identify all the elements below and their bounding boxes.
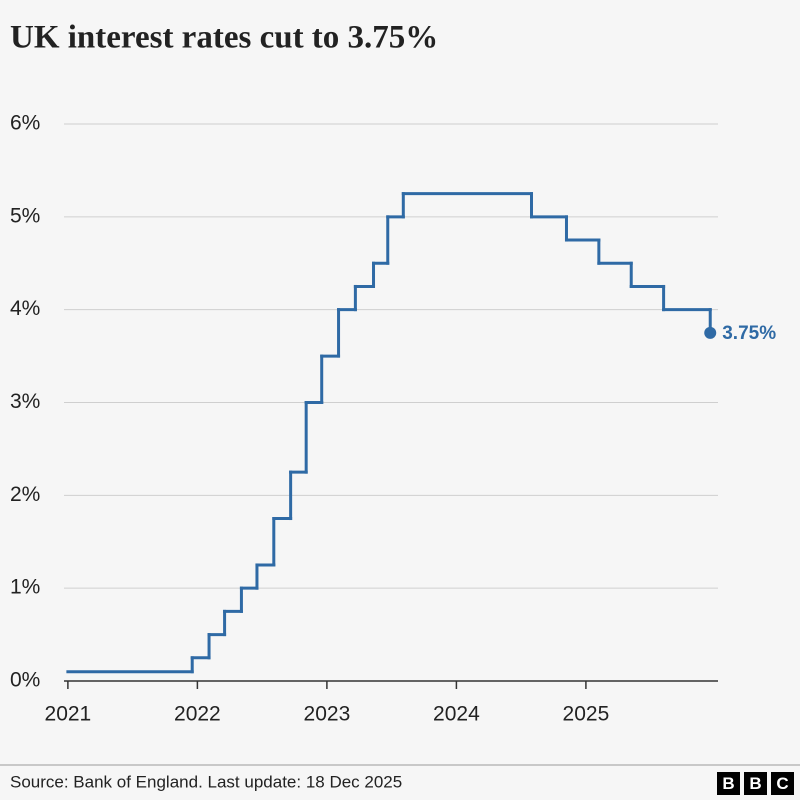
logo-box: [717, 772, 740, 795]
logo-letter: C: [776, 774, 788, 793]
source: Source: Bank of England. Last update: 18…: [10, 772, 402, 791]
logo-box: [771, 772, 794, 795]
logo-letter: B: [722, 774, 734, 793]
y-tick-label: 0%: [10, 669, 40, 692]
y-tick-label: 5%: [10, 204, 40, 227]
logo-letter: B: [749, 774, 761, 793]
logo-box: [744, 772, 767, 795]
value-label: 3.75%: [722, 323, 776, 344]
y-tick-label: 6%: [10, 112, 40, 135]
y-tick-label: 1%: [10, 576, 40, 599]
x-tick-label: 2022: [174, 703, 221, 726]
chart-title: UK interest rates cut to 3.75%: [10, 20, 438, 56]
x-tick-label: 2021: [45, 703, 92, 726]
y-tick-label: 4%: [10, 297, 40, 320]
y-tick-label: 3%: [10, 390, 40, 413]
x-tick-label: 2024: [433, 703, 480, 726]
y-tick-label: 2%: [10, 483, 40, 506]
end-point: [704, 326, 717, 339]
x-tick-label: 2025: [563, 703, 610, 726]
x-tick-label: 2023: [304, 703, 351, 726]
